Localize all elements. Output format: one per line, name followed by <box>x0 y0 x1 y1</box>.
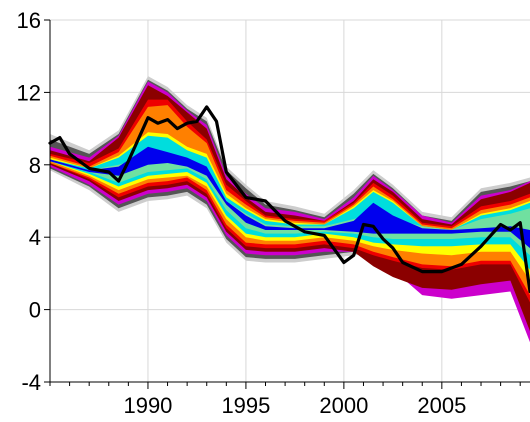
y-tick-label-3: 8 <box>29 153 41 178</box>
y-tick-label-0: -4 <box>21 370 41 395</box>
y-tick-label-4: 12 <box>17 80 41 105</box>
series-lines <box>48 105 530 294</box>
x-tick-labels: 1990 1995 2000 2005 <box>123 393 466 418</box>
fan-bands <box>50 76 530 343</box>
x-tick-label-3: 2005 <box>417 393 466 418</box>
y-tick-labels: -4 0 4 8 12 16 <box>17 8 41 395</box>
x-tick-label-1: 1995 <box>221 393 270 418</box>
y-tick-label-5: 16 <box>17 8 41 33</box>
y-tick-label-1: 0 <box>29 298 41 323</box>
y-tick-label-2: 4 <box>29 225 41 250</box>
series-line-0 <box>48 105 530 294</box>
x-tick-label-2: 2000 <box>319 393 368 418</box>
axes <box>44 19 530 389</box>
x-tick-label-0: 1990 <box>123 393 172 418</box>
